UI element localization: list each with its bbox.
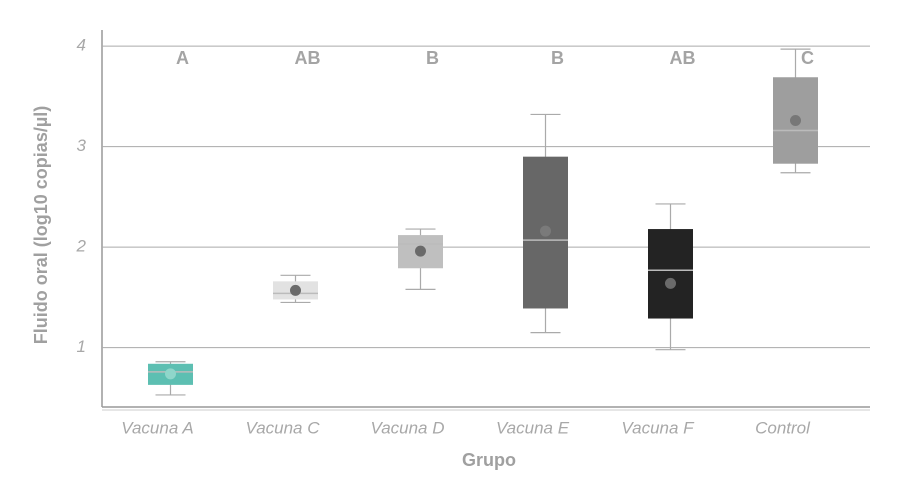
group-letter: C	[801, 48, 814, 68]
mean	[665, 277, 676, 289]
mean	[540, 225, 551, 237]
y-tick-label: 3	[77, 136, 87, 155]
group-letter: B	[551, 48, 564, 68]
y-axis-title: Fluido oral (log10 copias/µl)	[31, 106, 51, 344]
y-tick-label: 4	[77, 36, 86, 55]
x-tick-label: Control	[755, 418, 811, 437]
group-letter: AB	[295, 48, 321, 68]
x-tick-label: Vacuna C	[245, 418, 320, 437]
x-axis-title: Grupo	[462, 450, 516, 470]
box	[648, 229, 693, 319]
y-tick-label: 2	[76, 237, 87, 256]
mean	[290, 284, 301, 296]
group-letter: A	[176, 48, 189, 68]
y-tick-label: 1	[77, 337, 86, 356]
x-tick-label: Vacuna E	[496, 418, 570, 437]
mean	[790, 114, 801, 126]
mean	[415, 245, 426, 257]
x-tick-label: Vacuna D	[370, 418, 444, 437]
mean	[165, 368, 176, 380]
x-tick-label: Vacuna F	[621, 418, 695, 437]
group-letter: B	[426, 48, 439, 68]
group-letter: AB	[670, 48, 696, 68]
x-tick-label: Vacuna A	[121, 418, 193, 437]
